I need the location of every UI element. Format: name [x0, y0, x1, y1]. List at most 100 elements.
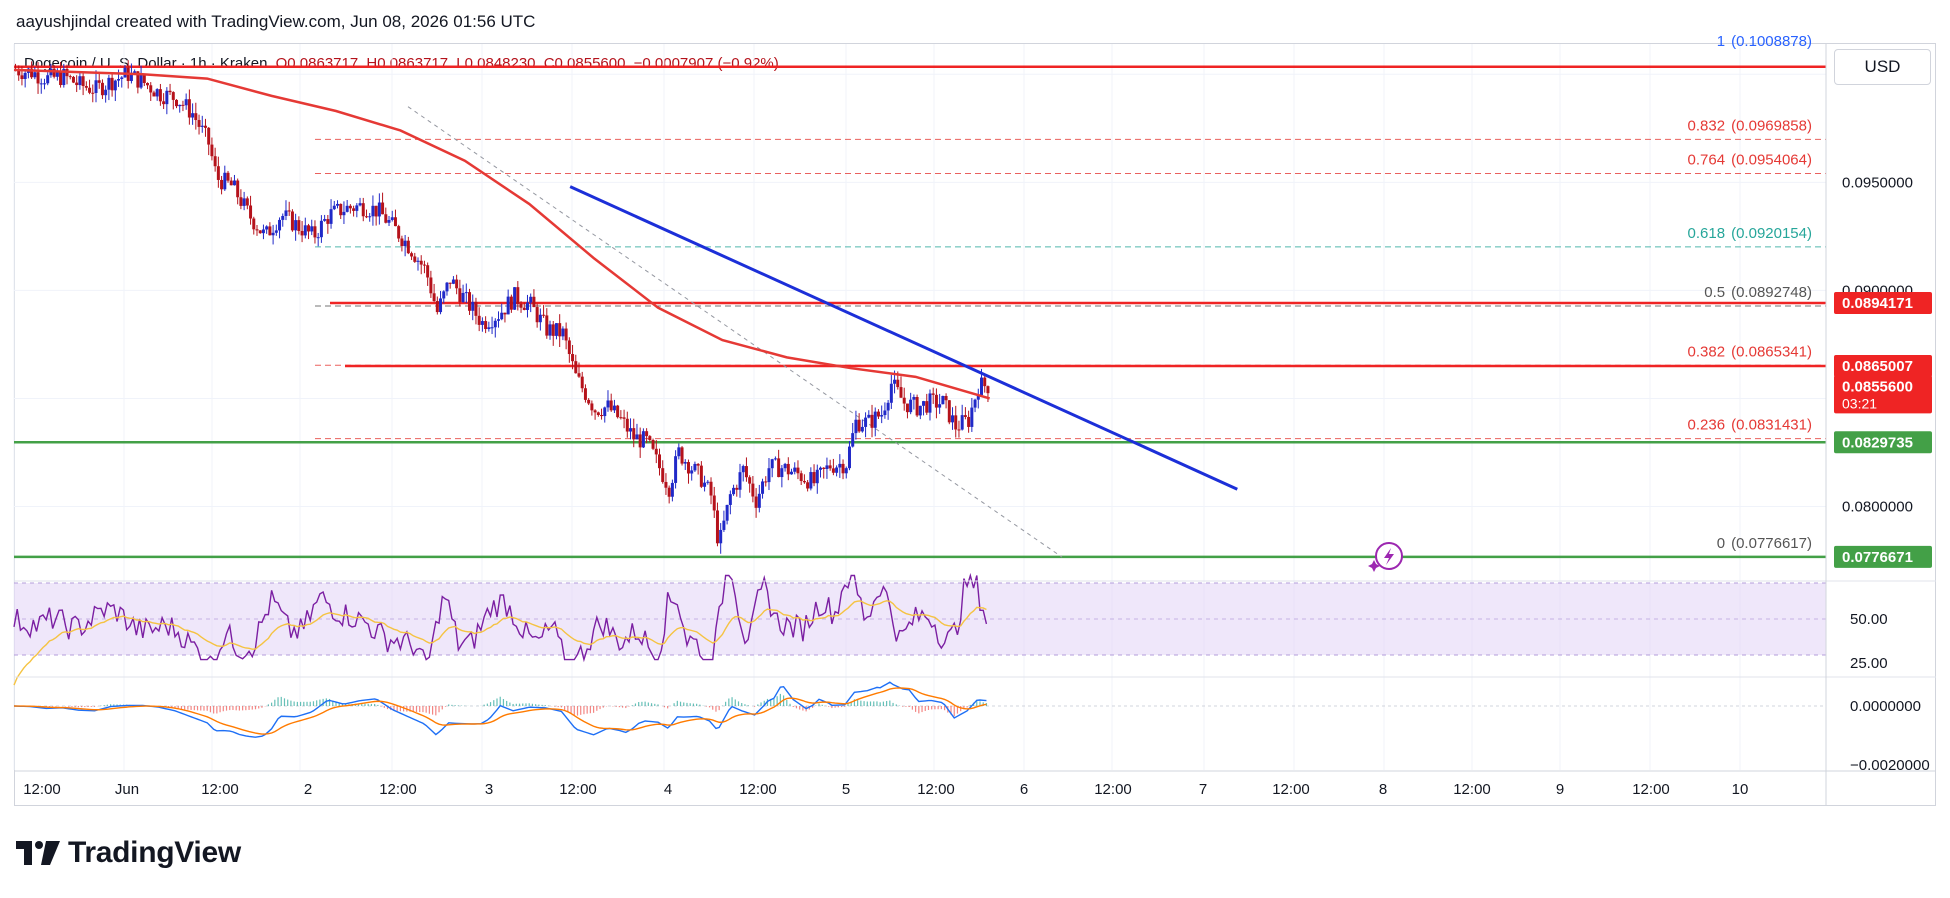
candle-body: [806, 482, 810, 489]
candle-body: [973, 399, 977, 408]
candle-body: [867, 414, 871, 418]
candle-body: [284, 210, 288, 216]
fib-value: (0.0776617): [1731, 535, 1812, 552]
candle-body: [403, 240, 407, 247]
candle-body: [216, 166, 220, 180]
candle-body: [819, 467, 822, 470]
candle-body: [332, 205, 336, 210]
candle-body: [152, 92, 156, 97]
candle-body: [809, 472, 813, 489]
tradingview-logo-icon: [16, 841, 60, 865]
candle-body: [342, 211, 346, 216]
fib-level-label: 0 (0.0776617): [1717, 535, 1812, 552]
candle-body: [223, 172, 227, 190]
macd-axis-tick: −0.0020000: [1850, 757, 1930, 774]
rsi-pane: 50.00 25.00: [13, 572, 1936, 686]
fib-level-label: 0.382 (0.0865341): [1688, 343, 1812, 360]
candle-body: [722, 520, 726, 530]
candle-body: [113, 80, 117, 91]
time-axis-tick: 6: [1020, 781, 1028, 798]
candle-body: [690, 470, 694, 474]
candle-body: [297, 220, 301, 231]
fib-ratio: 0.832: [1688, 117, 1726, 134]
candle-body: [290, 211, 294, 231]
candle-body: [619, 417, 623, 419]
candle-body: [741, 466, 745, 473]
candle-body: [187, 99, 191, 118]
candle-body: [635, 434, 639, 440]
candle-body: [538, 314, 542, 323]
time-axis-tick: 12:00: [1453, 781, 1491, 798]
candle-body: [625, 418, 629, 432]
candle-body: [88, 87, 92, 93]
candle-body: [770, 459, 774, 469]
candle-body: [596, 412, 600, 416]
candle-body: [934, 394, 938, 408]
fib-ratio: 0.236: [1688, 417, 1726, 434]
candle-body: [361, 203, 365, 217]
price-tag-bg: [1834, 431, 1932, 454]
watermark-text: aayushjindal created with TradingView.co…: [16, 12, 536, 31]
candle-body: [364, 216, 368, 218]
candle-body: [683, 462, 687, 464]
candle-body: [587, 399, 591, 404]
candle-body: [606, 400, 610, 408]
candle-body: [464, 292, 468, 294]
candle-body: [970, 407, 974, 427]
candle-body: [754, 496, 758, 508]
candle-body: [307, 225, 311, 232]
candle-body: [577, 373, 581, 377]
fib-ratio: 0.5: [1704, 284, 1725, 301]
fib-level-label: 0.5 (0.0892748): [1704, 284, 1812, 301]
candle-body: [957, 429, 961, 431]
candle-body: [638, 434, 642, 448]
candle-body: [281, 215, 285, 220]
candle-body: [880, 415, 884, 417]
candle-body: [165, 90, 169, 105]
candle-body: [62, 68, 66, 86]
candle-body: [458, 288, 462, 302]
candle-body: [55, 71, 59, 77]
candle-body: [571, 354, 575, 362]
candle-body: [497, 319, 500, 321]
lightning-icon[interactable]: [1368, 542, 1403, 572]
candle-body: [986, 386, 990, 394]
time-axis-tick: 12:00: [1094, 781, 1132, 798]
candle-body: [703, 482, 707, 487]
bearish-trendline: [569, 185, 1238, 491]
candle-body: [651, 440, 655, 449]
candle-body: [36, 72, 40, 84]
candle-body: [355, 205, 359, 211]
candle-body: [422, 264, 426, 266]
time-axis-tick: Jun: [115, 781, 139, 798]
candle-body: [451, 279, 455, 284]
candle-body: [844, 468, 848, 474]
candle-body: [883, 410, 887, 416]
candle-body: [23, 72, 27, 79]
candle-body: [854, 419, 858, 434]
candle-body: [947, 400, 951, 423]
fib-value: (0.0920154): [1731, 225, 1812, 242]
candle-body: [274, 230, 278, 233]
candle-body: [893, 379, 897, 384]
candle-body: [94, 80, 98, 93]
candle-body: [609, 400, 613, 411]
candle-body: [590, 403, 594, 411]
candle-body: [667, 487, 671, 497]
candle-body: [171, 92, 175, 100]
tradingview-logo[interactable]: TradingView: [16, 836, 241, 870]
candle-body: [918, 405, 922, 416]
candle-body: [967, 416, 971, 427]
candle-body: [419, 260, 423, 265]
candle-body: [220, 179, 224, 190]
candle-body: [764, 481, 768, 483]
candle-body: [712, 495, 716, 511]
candle-body: [503, 312, 507, 315]
candle-body: [513, 287, 517, 310]
currency-button[interactable]: USD: [1834, 49, 1931, 85]
candle-body: [709, 481, 713, 496]
candle-body: [471, 301, 475, 311]
candle-body: [155, 89, 159, 97]
candle-body: [661, 468, 665, 482]
